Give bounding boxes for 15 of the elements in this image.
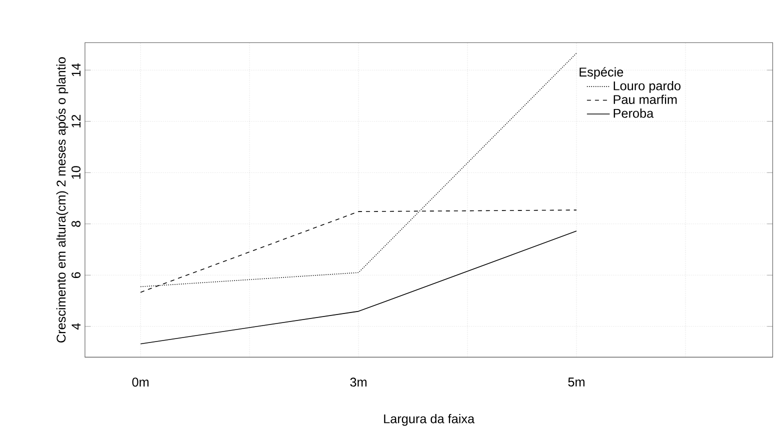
x-tick-label: 3m	[350, 378, 366, 387]
y-tick-label: 14	[72, 63, 80, 76]
legend-label: Pau marfim	[614, 94, 677, 104]
y-tick-label: 12	[72, 114, 80, 128]
x-tick-label: 0m	[132, 378, 149, 387]
x-axis-title: Largura da faixa	[384, 414, 475, 426]
y-tick-label: 10	[72, 166, 80, 179]
legend-title: Espécie	[580, 67, 624, 80]
legend-label: Peroba	[614, 108, 654, 118]
y-tick-label: 6	[72, 272, 80, 278]
y-axis-title: Crescimento em altura(cm) 2 meses após o plantio	[56, 57, 68, 342]
legend-label: Louro pardo	[614, 80, 680, 93]
x-tick-label: 5m	[568, 378, 584, 386]
y-tick-label: 4	[72, 323, 80, 330]
y-tick-label: 8	[72, 220, 80, 227]
